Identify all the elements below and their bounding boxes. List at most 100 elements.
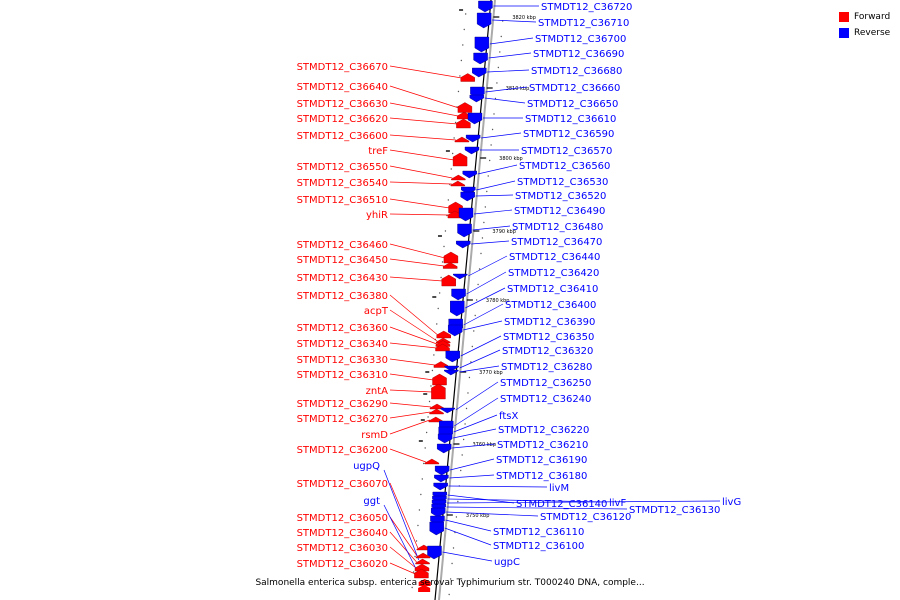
leader-line (389, 213, 449, 216)
gene-label-stmdt12-c36480: STMDT12_C36480 (512, 222, 603, 233)
gene-label-stmdt12-c36640: STMDT12_C36640 (297, 82, 388, 93)
forward-gene-stmdt12-c36430 (441, 274, 456, 287)
reverse-gene-stmdt12-c36610 (467, 112, 483, 125)
reverse-gene-stmdt12-c36210 (436, 443, 452, 454)
reverse-gene-stmdt12-c36410 (450, 300, 465, 317)
scale-tick-label: 3810 kbp (506, 86, 530, 92)
gene-label-stmdt12-c36440: STMDT12_C36440 (509, 252, 600, 263)
leader-line (459, 365, 500, 373)
leader-line (383, 504, 418, 573)
leader-line (489, 37, 534, 45)
leader-line (453, 428, 497, 439)
gene-label-stmdt12-c36320: STMDT12_C36320 (502, 346, 593, 357)
gene-label-stmdt12-c36400: STMDT12_C36400 (505, 300, 596, 311)
gene-label-ugpc: ugpC (494, 557, 520, 568)
forward-gene-stmdt12-c36620 (456, 118, 471, 129)
reverse-gene-ugpc (427, 545, 442, 560)
gene-label-tref: treF (368, 146, 388, 157)
gene-label-stmdt12-c36280: STMDT12_C36280 (501, 362, 592, 373)
gene-label-stmdt12-c36240: STMDT12_C36240 (500, 394, 591, 405)
leader-line (389, 482, 419, 549)
gene-label-stmdt12-c36420: STMDT12_C36420 (508, 268, 599, 279)
gene-label-ggt: ggt (363, 496, 380, 507)
gene-label-stmdt12-c36190: STMDT12_C36190 (496, 455, 587, 466)
leader-line (452, 443, 496, 449)
forward-gene-tref (452, 152, 468, 167)
gene-label-stmdt12-c36100: STMDT12_C36100 (493, 541, 584, 552)
leader-line (463, 320, 503, 331)
leader-line (442, 551, 493, 562)
forward-gene-znta (431, 383, 446, 400)
reverse-gene-stmdt12-c36470 (456, 240, 471, 249)
leader-line (492, 19, 537, 23)
gene-label-stmdt12-c36330: STMDT12_C36330 (297, 355, 388, 366)
leader-line (389, 411, 431, 419)
gene-label-stmdt12-c36550: STMDT12_C36550 (297, 162, 388, 173)
leader-line (448, 485, 548, 488)
leader-line (487, 69, 530, 73)
leader-line (389, 102, 459, 117)
reverse-gene-stmdt12-c36440 (453, 273, 468, 280)
leader-line (389, 373, 434, 381)
gene-label-livf: livF (609, 498, 626, 509)
gene-label-ftsx: ftsX (499, 411, 518, 422)
leader-line (473, 209, 513, 215)
leader-line (389, 402, 432, 408)
gene-label-stmdt12-c36350: STMDT12_C36350 (503, 332, 594, 343)
gene-label-stmdt12-c36460: STMDT12_C36460 (297, 240, 388, 251)
forward-gene-stmdt12-c36550 (451, 174, 466, 181)
reverse-gene-stmdt12-c36680 (472, 67, 487, 78)
forward-gene-stmdt12-c36040 (415, 558, 430, 565)
label-leaders (383, 5, 721, 575)
leader-line (389, 358, 435, 366)
leader-line (389, 198, 450, 209)
reverse-gene-stmdt12-c36390 (448, 324, 463, 337)
scale-tick-label: 3790 kbp (492, 229, 516, 235)
sequence-caption: Salmonella enterica subsp. enterica sero… (255, 578, 645, 588)
gene-label-stmdt12-c36410: STMDT12_C36410 (507, 284, 598, 295)
leader-line (455, 381, 499, 411)
reverse-gene-stmdt12-c36190 (434, 465, 450, 476)
gene-label-stmdt12-c36720: STMDT12_C36720 (541, 2, 632, 13)
gene-label-stmdt12-c36590: STMDT12_C36590 (523, 129, 614, 140)
gene-label-stmdt12-c36380: STMDT12_C36380 (297, 291, 388, 302)
scale-tick-label: 3770 kbp (479, 370, 503, 376)
scale-tick-label: 3800 kbp (499, 156, 523, 162)
leader-line (481, 132, 522, 139)
leader-line (459, 349, 501, 369)
leader-line (389, 546, 417, 569)
gene-label-stmdt12-c36390: STMDT12_C36390 (504, 317, 595, 328)
gene-label-stmdt12-c36540: STMDT12_C36540 (297, 178, 388, 189)
leader-line (475, 194, 514, 197)
gene-label-stmdt12-c36510: STMDT12_C36510 (297, 195, 388, 206)
leader-line (447, 494, 515, 504)
leader-line (449, 474, 495, 479)
leader-line (446, 511, 539, 517)
leader-line (446, 506, 628, 510)
gene-label-stmdt12-c36140: STMDT12_C36140 (516, 499, 607, 510)
leader-line (389, 243, 446, 259)
leader-line (389, 516, 418, 557)
leader-line (447, 498, 608, 503)
gene-label-stmdt12-c36110: STMDT12_C36110 (493, 527, 584, 538)
forward-gene-stmdt12-c36540 (450, 180, 466, 187)
leader-line (453, 414, 498, 433)
forward-gene-stmdt12-c36200 (424, 458, 440, 465)
leader-line (484, 97, 526, 104)
leader-line (476, 180, 516, 191)
leader-line (389, 326, 438, 345)
forward-gene-stmdt12-c36030 (414, 563, 430, 572)
gene-label-stmdt12-c36530: STMDT12_C36530 (517, 177, 608, 188)
gene-label-stmdt12-c36070: STMDT12_C36070 (297, 479, 388, 490)
forward-gene-stmdt12-c36380 (436, 330, 451, 339)
scale-tick-label: 3750 kbp (466, 513, 490, 519)
forward-gene-stmdt12-c36050 (415, 552, 431, 559)
reverse-gene-stmdt12-c36590 (465, 134, 481, 143)
gene-label-stmdt12-c36130: STMDT12_C36130 (629, 505, 720, 516)
leader-line (472, 225, 511, 231)
scale-tick-label: 3820 kbp (512, 15, 536, 21)
legend-reverse-label: Reverse (854, 28, 891, 38)
reverse-gene-stmdt12-c36220 (437, 433, 453, 444)
gene-label-livm: livM (549, 483, 569, 494)
leader-line (389, 276, 443, 282)
